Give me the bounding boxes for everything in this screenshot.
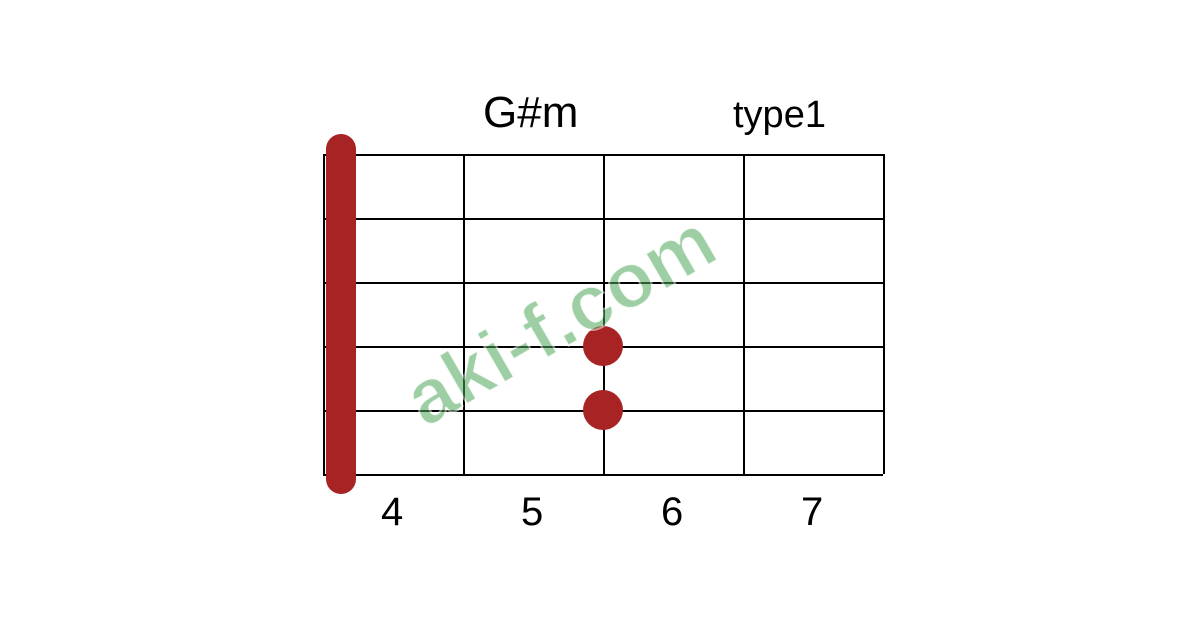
grid-line-vertical [743, 154, 745, 474]
chord-name-label: G#m [483, 88, 578, 138]
grid-line-vertical [883, 154, 885, 474]
grid-line-vertical [323, 154, 325, 474]
barre-marker [326, 134, 356, 494]
fret-number: 6 [661, 490, 683, 535]
fret-number: 7 [801, 490, 823, 535]
chord-type-label: type1 [733, 94, 826, 137]
watermark-text: aki-f.com [389, 195, 731, 445]
grid-line-horizontal [323, 474, 883, 476]
fret-number: 4 [381, 490, 403, 535]
finger-dot [583, 390, 623, 430]
chord-diagram: G#m type1 4 5 6 7 aki-f.com [0, 0, 1201, 632]
fret-number: 5 [521, 490, 543, 535]
